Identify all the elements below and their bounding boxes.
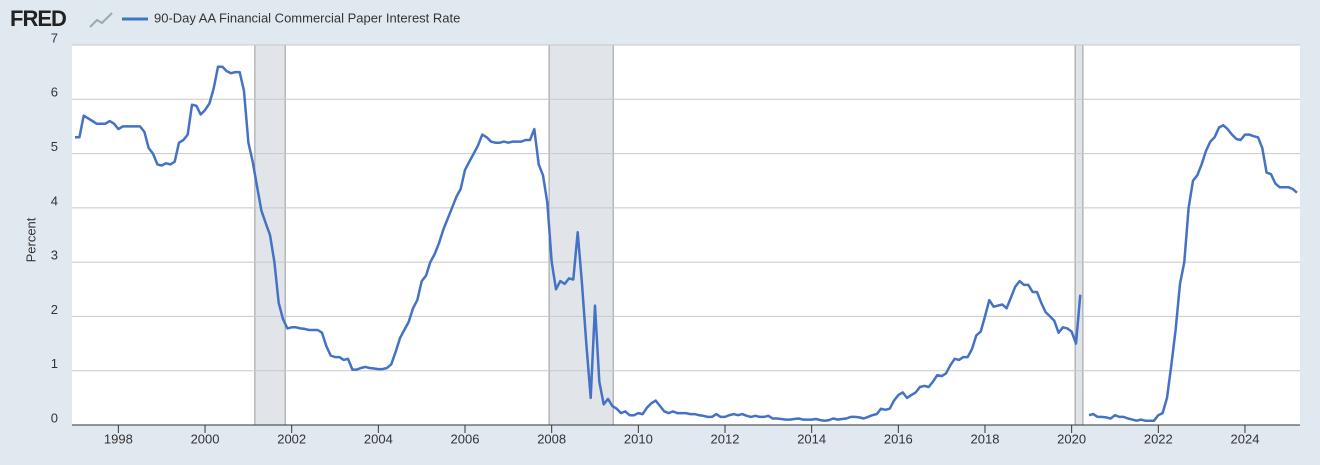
recession-band xyxy=(548,44,614,426)
x-tick-label: 2010 xyxy=(624,431,653,446)
x-tick-label: 2000 xyxy=(191,431,220,446)
y-tick-label: 5 xyxy=(51,139,58,154)
x-tick-label: 2006 xyxy=(451,431,480,446)
x-tick-label: 2016 xyxy=(884,431,913,446)
x-tick-label: 2012 xyxy=(711,431,740,446)
y-tick-label: 7 xyxy=(51,30,58,45)
y-axis-label: Percent xyxy=(23,217,38,262)
y-tick-label: 4 xyxy=(51,193,58,208)
y-tick-label: 3 xyxy=(51,248,58,263)
x-tick-label: 2018 xyxy=(971,431,1000,446)
x-tick-label: 1998 xyxy=(104,431,133,446)
x-tick-label: 2008 xyxy=(537,431,566,446)
recession-band xyxy=(1074,44,1084,426)
y-tick-label: 6 xyxy=(51,85,58,100)
series-line xyxy=(75,65,1298,422)
legend-entry: 90-Day AA Financial Commercial Paper Int… xyxy=(154,10,460,25)
logo: FRED xyxy=(10,6,66,31)
x-tick-label: 2014 xyxy=(797,431,826,446)
y-tick-label: 1 xyxy=(51,356,58,371)
x-tick-label: 2004 xyxy=(364,431,393,446)
x-tick-label: 2002 xyxy=(277,431,306,446)
x-tick-label: 2022 xyxy=(1144,431,1173,446)
x-tick-label: 2020 xyxy=(1057,431,1086,446)
y-tick-label: 0 xyxy=(51,410,58,425)
y-tick-label: 2 xyxy=(51,302,58,317)
logo-icon xyxy=(89,12,113,28)
x-tick-label: 2024 xyxy=(1231,431,1260,446)
